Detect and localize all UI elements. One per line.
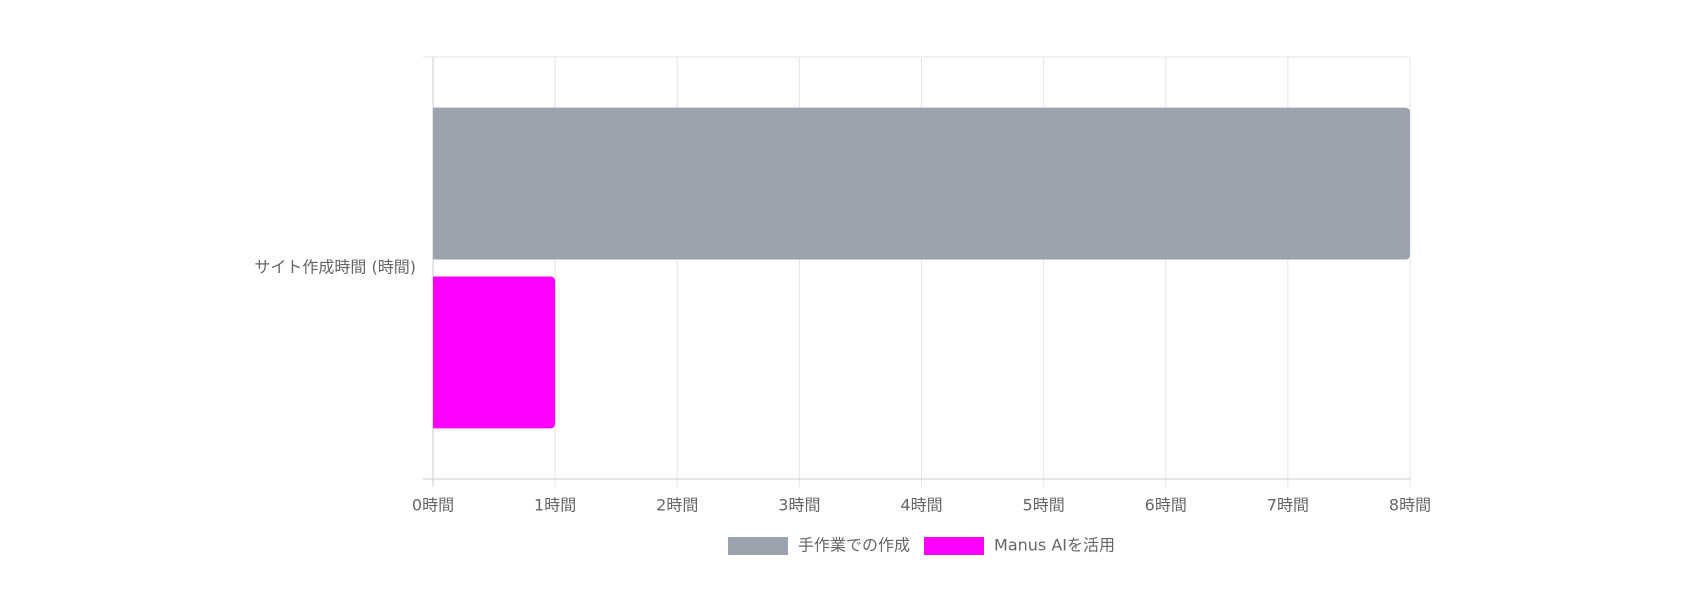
x-tick-label: 1時間: [534, 496, 576, 515]
legend-swatch: [728, 537, 788, 555]
legend-label: Manus AIを活用: [994, 536, 1115, 555]
x-tick-label: 0時間: [412, 496, 454, 515]
bar: [433, 276, 556, 429]
x-tick-label: 5時間: [1023, 496, 1065, 515]
x-tick-label: 8時間: [1389, 496, 1431, 515]
x-tick-label: 3時間: [778, 496, 820, 515]
x-tick-label: 4時間: [900, 496, 942, 515]
legend-swatch: [924, 537, 985, 555]
y-tick-label: サイト作成時間 (時間): [254, 258, 416, 277]
x-tick-label: 6時間: [1145, 496, 1187, 515]
x-tick-label: 2時間: [656, 496, 698, 515]
bar: [433, 107, 1410, 260]
x-tick-label: 7時間: [1267, 496, 1309, 515]
legend-label: 手作業での作成: [798, 536, 910, 555]
